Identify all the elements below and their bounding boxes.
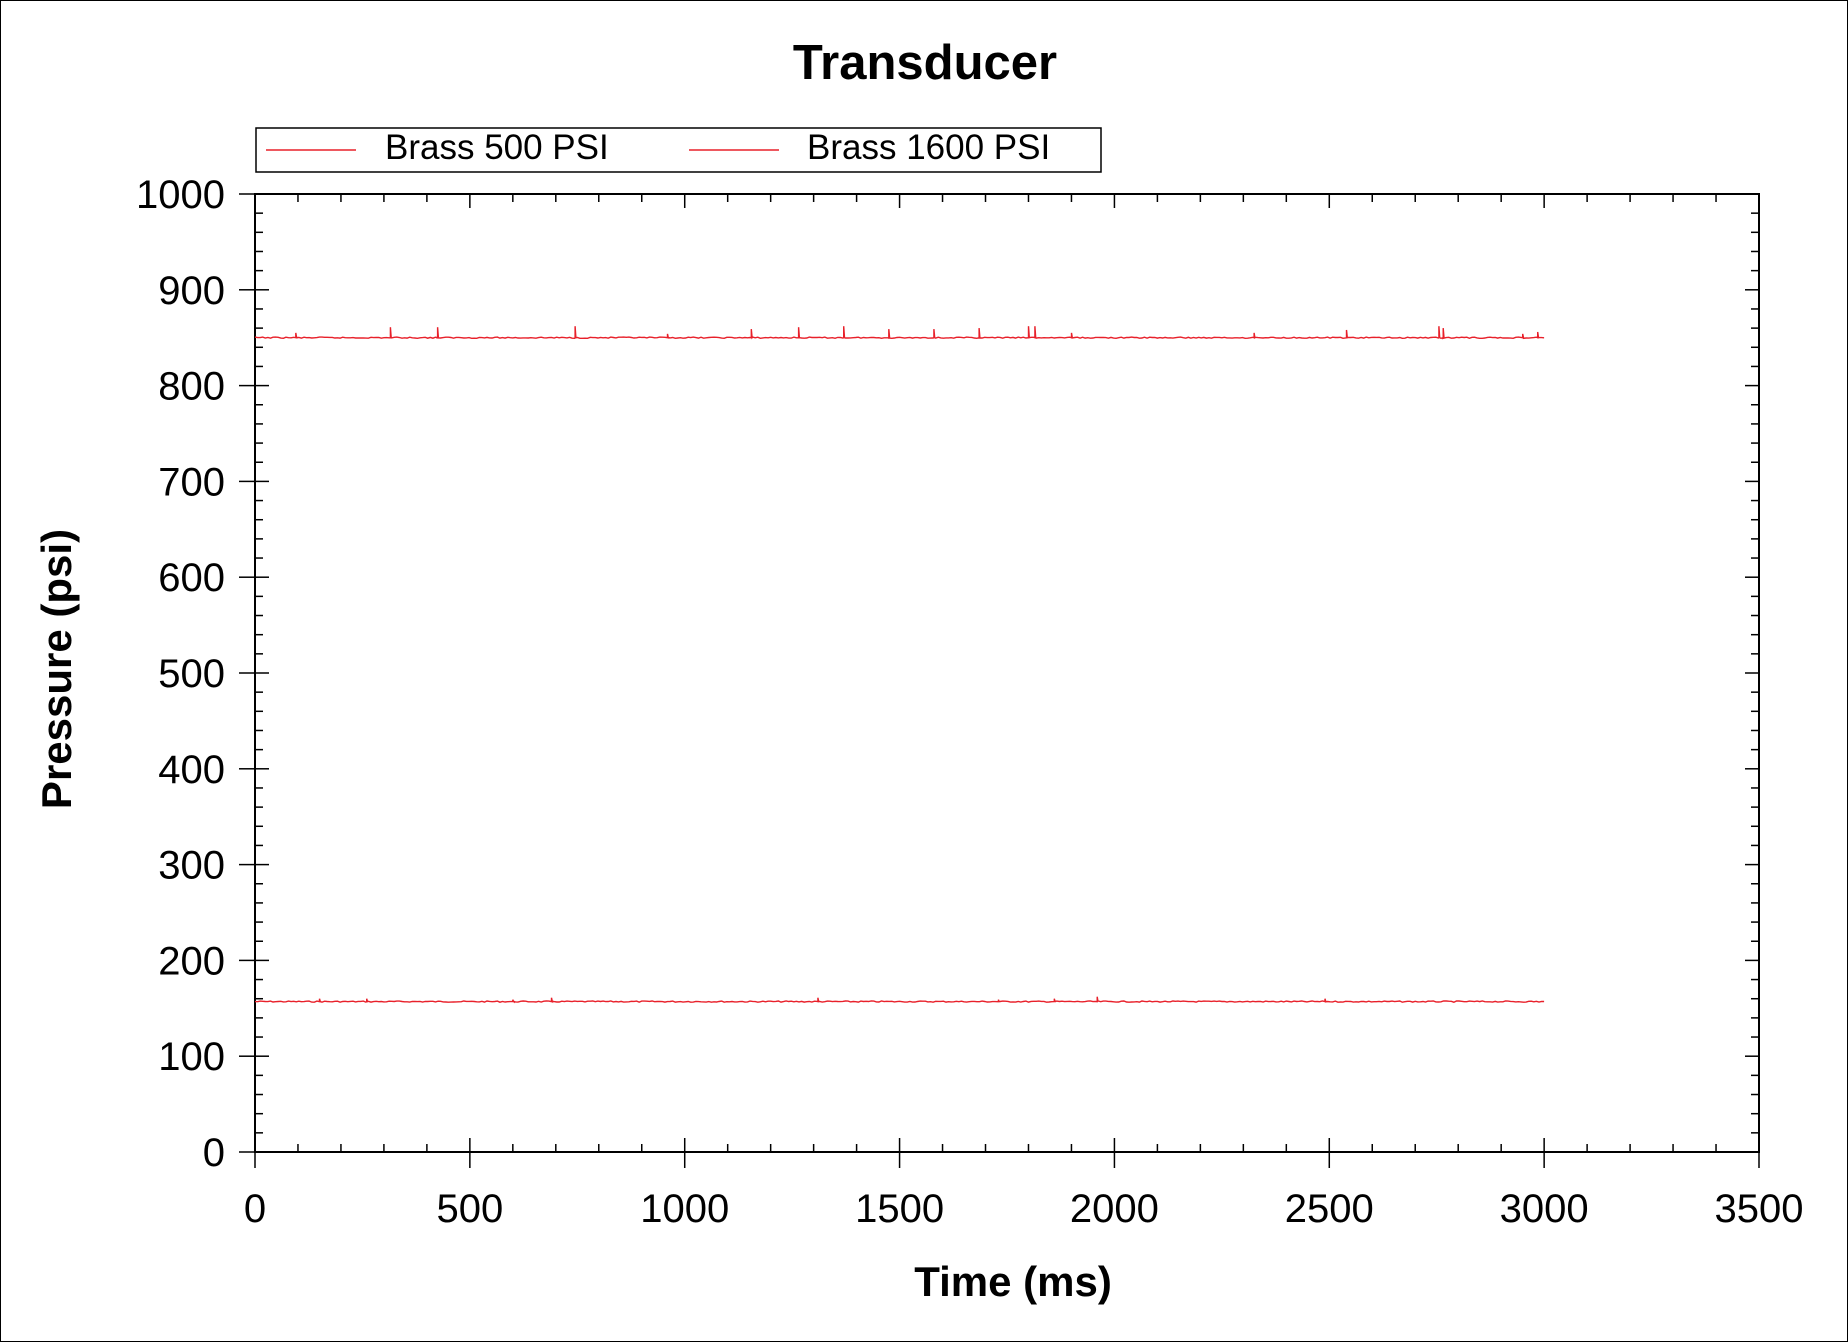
legend-label-brass-1600: Brass 1600 PSI bbox=[807, 128, 1050, 167]
y-tick-label: 600 bbox=[158, 556, 225, 600]
x-axis-label: Time (ms) bbox=[914, 1258, 1112, 1305]
chart-title: Transducer bbox=[793, 36, 1057, 90]
y-tick-label: 400 bbox=[158, 748, 225, 792]
x-tick-label: 3500 bbox=[1715, 1187, 1804, 1231]
x-tick-label: 2000 bbox=[1070, 1187, 1159, 1231]
x-tick-label: 2500 bbox=[1285, 1187, 1374, 1231]
y-tick-label: 300 bbox=[158, 844, 225, 888]
x-tick-label: 3000 bbox=[1500, 1187, 1589, 1231]
legend-label-brass-500: Brass 500 PSI bbox=[385, 128, 609, 167]
series-layer bbox=[254, 326, 1545, 1004]
y-tick-label: 100 bbox=[158, 1035, 225, 1079]
y-tick-label: 900 bbox=[158, 269, 225, 313]
x-axis: 0 500 1000 1500 2000 2500 3000 3500 bbox=[244, 194, 1804, 1231]
y-tick-label: 200 bbox=[158, 939, 225, 983]
series-line-brass-1600 bbox=[254, 326, 1545, 340]
y-axis: 0 100 200 300 400 500 600 700 800 900 1000 bbox=[136, 173, 1759, 1175]
x-tick-label: 0 bbox=[244, 1187, 266, 1231]
y-tick-label: 800 bbox=[158, 365, 225, 409]
y-tick-label: 700 bbox=[158, 460, 225, 504]
series-line-brass-500 bbox=[254, 996, 1545, 1004]
legend-box bbox=[255, 127, 1102, 173]
x-tick-label: 1500 bbox=[855, 1187, 944, 1231]
y-tick-label: 1000 bbox=[136, 173, 225, 217]
y-tick-label: 0 bbox=[203, 1131, 225, 1175]
x-tick-label: 500 bbox=[436, 1187, 503, 1231]
x-tick-label: 1000 bbox=[640, 1187, 729, 1231]
y-tick-label: 500 bbox=[158, 652, 225, 696]
y-axis-label: Pressure (psi) bbox=[33, 529, 80, 809]
legend: Brass 500 PSI Brass 1600 PSI bbox=[255, 127, 1102, 173]
